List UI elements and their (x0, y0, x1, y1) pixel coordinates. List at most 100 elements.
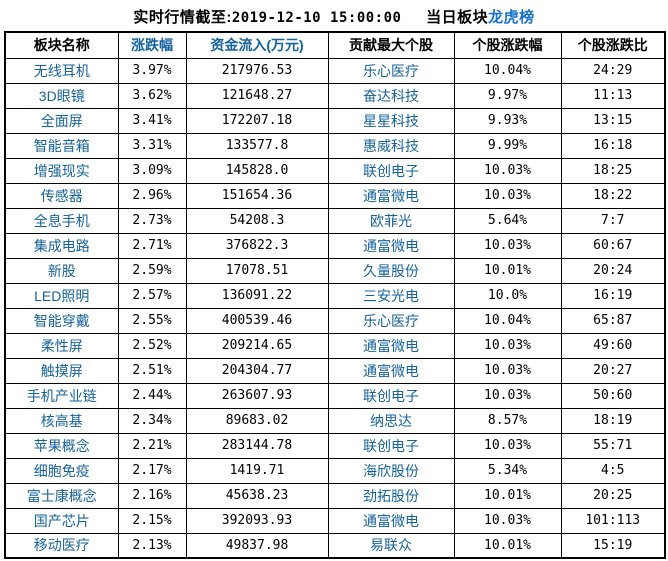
updown-ratio-cell: 15:19 (560, 532, 666, 559)
table-header: 板块名称 涨跌幅 资金流入(万元) 贡献最大个股 个股涨跌幅 个股涨跌比 (4, 31, 666, 59)
stock-name-cell[interactable]: 久量股份 (327, 257, 455, 284)
sector-change-cell: 3.41% (117, 107, 187, 134)
stock-change-cell: 9.97% (453, 82, 562, 109)
stock-name-cell[interactable]: 通富微电 (327, 182, 455, 209)
table-row: 传感器 2.96% 151654.36 通富微电 10.03% 18:22 (4, 182, 666, 209)
sector-name-cell[interactable]: 智能音箱 (4, 132, 119, 159)
stock-change-cell: 10.03% (453, 382, 562, 409)
table-row: 核高基 2.34% 89683.02 纳思达 8.57% 18:19 (4, 407, 666, 434)
stock-name-cell[interactable]: 通富微电 (327, 507, 455, 534)
sector-change-cell: 2.71% (117, 232, 187, 259)
inflow-cell: 133577.8 (185, 132, 329, 159)
sector-change-cell: 2.16% (117, 482, 187, 509)
updown-ratio-cell: 11:13 (560, 82, 666, 109)
stock-name-cell[interactable]: 联创电子 (327, 432, 455, 459)
stock-name-cell[interactable]: 惠威科技 (327, 132, 455, 159)
stock-change-cell: 8.57% (453, 407, 562, 434)
stock-name-cell[interactable]: 海欣股份 (327, 457, 455, 484)
stock-change-cell: 10.03% (453, 432, 562, 459)
stock-name-cell[interactable]: 劲拓股份 (327, 482, 455, 509)
sector-name-cell[interactable]: 富士康概念 (4, 482, 119, 509)
stock-change-cell: 10.03% (453, 232, 562, 259)
title-timestamp: 2019-12-10 15:00:00 (231, 10, 402, 26)
updown-ratio-cell: 18:25 (560, 157, 666, 184)
stock-change-cell: 10.04% (453, 307, 562, 334)
inflow-cell: 1419.71 (185, 457, 329, 484)
sector-leaderboard-table: 板块名称 涨跌幅 资金流入(万元) 贡献最大个股 个股涨跌幅 个股涨跌比 无线耳机 3.97… (4, 31, 666, 559)
sector-change-cell: 2.55% (117, 307, 187, 334)
table-row: 全息手机 2.73% 54208.3 欧菲光 5.64% 7:7 (4, 207, 666, 234)
updown-ratio-cell: 49:60 (560, 332, 666, 359)
stock-name-cell[interactable]: 通富微电 (327, 232, 455, 259)
inflow-cell: 45638.23 (185, 482, 329, 509)
stock-name-cell[interactable]: 通富微电 (327, 357, 455, 384)
stock-name-cell[interactable]: 奋达科技 (327, 82, 455, 109)
stock-name-cell[interactable]: 易联众 (327, 532, 455, 559)
sector-name-cell[interactable]: 无线耳机 (4, 57, 119, 84)
stock-name-cell[interactable]: 欧菲光 (327, 207, 455, 234)
updown-ratio-cell: 16:19 (560, 282, 666, 309)
dragon-tiger-link[interactable]: 龙虎榜 (488, 9, 535, 26)
stock-change-cell: 10.03% (453, 182, 562, 209)
sector-name-cell[interactable]: 传感器 (4, 182, 119, 209)
sector-name-cell[interactable]: LED照明 (4, 282, 119, 309)
updown-ratio-cell: 13:15 (560, 107, 666, 134)
inflow-cell: 54208.3 (185, 207, 329, 234)
column-header-5: 个股涨跌比 (560, 31, 666, 59)
table-row: 柔性屏 2.52% 209214.65 通富微电 10.03% 49:60 (4, 332, 666, 359)
sector-name-cell[interactable]: 触摸屏 (4, 357, 119, 384)
stock-name-cell[interactable]: 纳思达 (327, 407, 455, 434)
stock-name-cell[interactable]: 联创电子 (327, 382, 455, 409)
table-row: 新股 2.59% 17078.51 久量股份 10.01% 20:24 (4, 257, 666, 284)
sector-name-cell[interactable]: 增强现实 (4, 157, 119, 184)
updown-ratio-cell: 55:71 (560, 432, 666, 459)
sector-name-cell[interactable]: 集成电路 (4, 232, 119, 259)
inflow-cell: 89683.02 (185, 407, 329, 434)
sector-name-cell[interactable]: 细胞免疫 (4, 457, 119, 484)
inflow-cell: 217976.53 (185, 57, 329, 84)
table-row: 智能音箱 3.31% 133577.8 惠威科技 9.99% 16:18 (4, 132, 666, 159)
stock-name-cell[interactable]: 乐心医疗 (327, 307, 455, 334)
sector-change-cell: 2.17% (117, 457, 187, 484)
inflow-cell: 263607.93 (185, 382, 329, 409)
stock-name-cell[interactable]: 三安光电 (327, 282, 455, 309)
sector-change-cell: 3.09% (117, 157, 187, 184)
sector-name-cell[interactable]: 3D眼镜 (4, 82, 119, 109)
inflow-cell: 283144.78 (185, 432, 329, 459)
updown-ratio-cell: 24:29 (560, 57, 666, 84)
sector-name-cell[interactable]: 全息手机 (4, 207, 119, 234)
stock-change-cell: 9.99% (453, 132, 562, 159)
sector-name-cell[interactable]: 新股 (4, 257, 119, 284)
sector-change-cell: 2.96% (117, 182, 187, 209)
sector-name-cell[interactable]: 智能穿戴 (4, 307, 119, 334)
column-header-0: 板块名称 (4, 31, 119, 59)
stock-change-cell: 9.93% (453, 107, 562, 134)
sector-change-cell: 3.62% (117, 82, 187, 109)
inflow-cell: 145828.0 (185, 157, 329, 184)
sector-name-cell[interactable]: 国产芯片 (4, 507, 119, 534)
sector-change-cell: 3.31% (117, 132, 187, 159)
table-row: 手机产业链 2.44% 263607.93 联创电子 10.03% 50:60 (4, 382, 666, 409)
sector-name-cell[interactable]: 苹果概念 (4, 432, 119, 459)
updown-ratio-cell: 18:19 (560, 407, 666, 434)
sector-name-cell[interactable]: 核高基 (4, 407, 119, 434)
inflow-cell: 172207.18 (185, 107, 329, 134)
table-body: 无线耳机 3.97% 217976.53 乐心医疗 10.04% 24:29 3D眼镜 3.6… (4, 57, 666, 559)
sector-change-cell: 2.73% (117, 207, 187, 234)
table-row: 集成电路 2.71% 376822.3 通富微电 10.03% 60:67 (4, 232, 666, 259)
table-row: 苹果概念 2.21% 283144.78 联创电子 10.03% 55:71 (4, 432, 666, 459)
updown-ratio-cell: 18:22 (560, 182, 666, 209)
inflow-cell: 151654.36 (185, 182, 329, 209)
stock-name-cell[interactable]: 联创电子 (327, 157, 455, 184)
sector-name-cell[interactable]: 柔性屏 (4, 332, 119, 359)
sector-name-cell[interactable]: 全面屏 (4, 107, 119, 134)
stock-change-cell: 10.0% (453, 282, 562, 309)
table-row: 全面屏 3.41% 172207.18 星星科技 9.93% 13:15 (4, 107, 666, 134)
stock-change-cell: 5.64% (453, 207, 562, 234)
sector-name-cell[interactable]: 移动医疗 (4, 532, 119, 559)
stock-name-cell[interactable]: 乐心医疗 (327, 57, 455, 84)
sector-name-cell[interactable]: 手机产业链 (4, 382, 119, 409)
inflow-cell: 121648.27 (185, 82, 329, 109)
stock-name-cell[interactable]: 通富微电 (327, 332, 455, 359)
stock-name-cell[interactable]: 星星科技 (327, 107, 455, 134)
